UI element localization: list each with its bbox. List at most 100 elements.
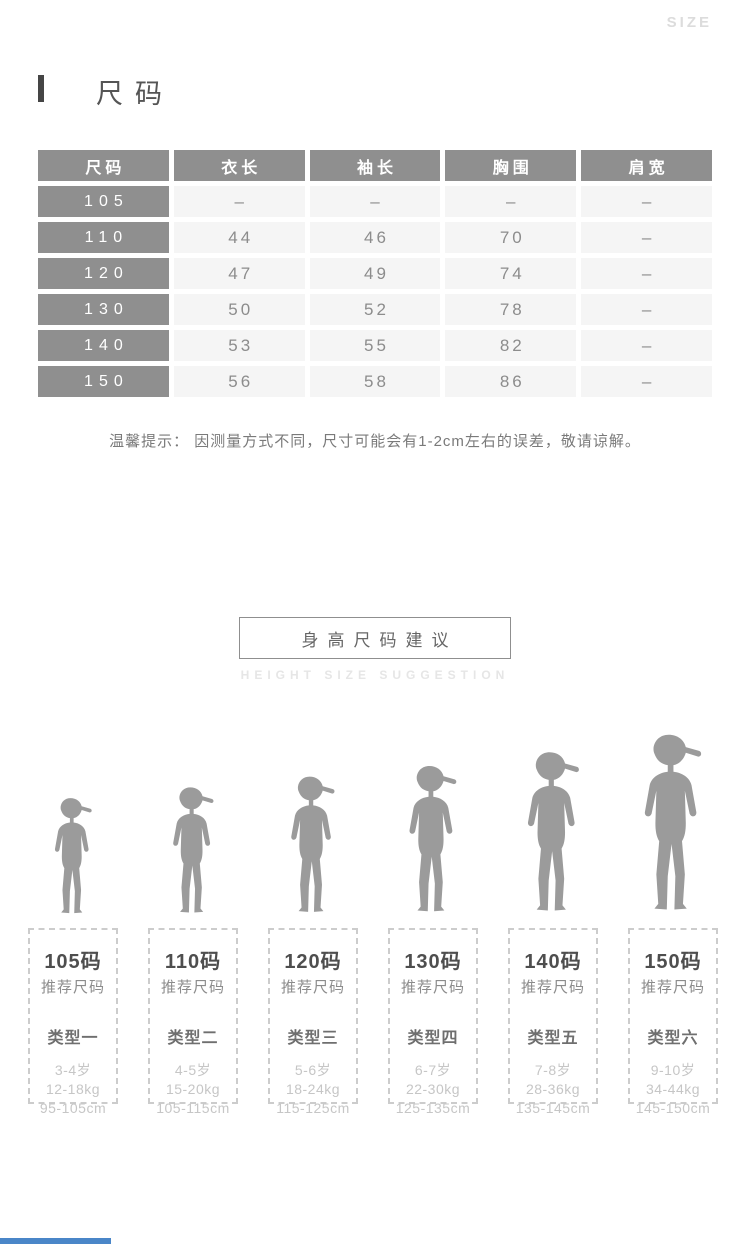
value-cell: –: [445, 186, 577, 217]
value-cell: 82: [445, 330, 577, 361]
value-cell: 74: [445, 258, 577, 289]
value-cell: 58: [309, 366, 441, 397]
value-cell: 55: [309, 330, 441, 361]
rec-sub-label: 推荐尺码: [640, 979, 705, 996]
size-cell: 110: [38, 222, 169, 253]
rec-specs: 3-4岁 12-18kg 95-105cm: [40, 1061, 106, 1118]
rec-specs: 5-6岁 18-24kg 115-125cm: [276, 1061, 350, 1118]
rec-size-label: 130码: [404, 951, 462, 973]
value-cell: –: [581, 258, 712, 289]
rec-weight: 12-18kg: [45, 1081, 101, 1097]
rec-size-label: 120码: [284, 951, 342, 973]
rec-sub-label: 推荐尺码: [160, 979, 225, 996]
rec-sub-label: 推荐尺码: [280, 979, 345, 996]
value-cell: 44: [173, 222, 305, 253]
column-header: 胸围: [445, 150, 577, 181]
value-cell: –: [173, 186, 305, 217]
recommendation-box: 120码 推荐尺码 类型三 5-6岁 18-24kg 115-125cm: [268, 928, 358, 1116]
value-cell: –: [581, 294, 712, 325]
size-watermark-label: SIZE: [666, 14, 712, 31]
recommendation-box: 130码 推荐尺码 类型四 6-7岁 22-30kg 125-135cm: [388, 928, 478, 1116]
recommendation-box: 105码 推荐尺码 类型一 3-4岁 12-18kg 95-105cm: [28, 928, 118, 1116]
rec-age: 9-10岁: [650, 1062, 696, 1078]
rec-height: 115-125cm: [276, 1100, 350, 1116]
table-row: 140 53 55 82 –: [38, 330, 712, 361]
value-cell: 46: [309, 222, 441, 253]
rec-specs: 7-8岁 28-36kg 135-145cm: [516, 1061, 591, 1118]
value-cell: –: [581, 186, 712, 217]
height-size-suggestion-title: 身高尺码建议: [301, 630, 458, 650]
value-cell: 47: [173, 258, 305, 289]
value-cell: 49: [309, 258, 441, 289]
rec-type-label: 类型二: [167, 1030, 219, 1047]
recommendation-box: 110码 推荐尺码 类型二 4-5岁 15-20kg 105-115cm: [148, 928, 238, 1116]
rec-size-label: 105码: [44, 951, 102, 973]
rec-height: 145-150cm: [635, 1100, 711, 1116]
value-cell: –: [581, 330, 712, 361]
table-row: 105 – – – –: [38, 186, 712, 217]
column-header: 尺码: [38, 150, 169, 181]
rec-type-label: 类型四: [407, 1030, 459, 1047]
heading-accent-bar: [38, 75, 44, 102]
value-cell: –: [309, 186, 441, 217]
rec-size-label: 140码: [524, 951, 582, 973]
rec-weight: 28-36kg: [525, 1081, 581, 1097]
rec-sub-label: 推荐尺码: [40, 979, 105, 996]
page-title: 尺码: [96, 79, 174, 109]
value-cell: 53: [173, 330, 305, 361]
rec-age: 7-8岁: [534, 1062, 572, 1078]
column-header: 衣长: [173, 150, 305, 181]
rec-specs: 6-7岁 22-30kg 125-135cm: [396, 1061, 471, 1118]
rec-specs: 4-5岁 15-20kg 105-115cm: [156, 1061, 230, 1118]
value-cell: 56: [173, 366, 305, 397]
recommendation-box: 150码 推荐尺码 类型六 9-10岁 34-44kg 145-150cm: [628, 928, 718, 1116]
size-cell: 105: [38, 186, 169, 217]
rec-weight: 18-24kg: [285, 1081, 341, 1097]
child-silhouette-icon: [510, 748, 596, 920]
rec-weight: 15-20kg: [165, 1081, 221, 1097]
size-cell: 140: [38, 330, 169, 361]
child-silhouette-icon: [42, 795, 104, 920]
rec-height: 95-105cm: [39, 1100, 107, 1116]
rec-age: 5-6岁: [294, 1062, 332, 1078]
rec-height: 125-135cm: [395, 1100, 471, 1116]
rec-sub-label: 推荐尺码: [400, 979, 465, 996]
height-size-suggestion-box: 身高尺码建议: [239, 617, 511, 659]
column-header: 袖长: [309, 150, 441, 181]
rec-age: 3-4岁: [54, 1062, 92, 1078]
rec-type-label: 类型三: [287, 1030, 339, 1047]
value-cell: –: [581, 222, 712, 253]
rec-type-label: 类型一: [47, 1030, 99, 1047]
column-header: 肩宽: [581, 150, 712, 181]
rec-age: 6-7岁: [414, 1062, 452, 1078]
value-cell: 50: [173, 294, 305, 325]
measurement-tip-text: 温馨提示： 因测量方式不同，尺寸可能会有1-2cm左右的误差，敬请谅解。: [109, 433, 641, 450]
rec-age: 4-5岁: [174, 1062, 212, 1078]
value-cell: 86: [445, 366, 577, 397]
table-header-row: 尺码 衣长 袖长 胸围 肩宽: [38, 150, 712, 181]
rec-weight: 34-44kg: [645, 1081, 701, 1097]
height-size-suggestion-subtitle: HEIGHT SIZE SUGGESTION: [240, 668, 510, 682]
rec-type-label: 类型五: [527, 1030, 579, 1047]
recommendation-box: 140码 推荐尺码 类型五 7-8岁 28-36kg 135-145cm: [508, 928, 598, 1116]
size-cell: 130: [38, 294, 169, 325]
size-cell: 150: [38, 366, 169, 397]
table-row: 120 47 49 74 –: [38, 258, 712, 289]
table-row: 150 56 58 86 –: [38, 366, 712, 397]
rec-specs: 9-10岁 34-44kg 145-150cm: [636, 1061, 711, 1118]
value-cell: –: [581, 366, 712, 397]
rec-height: 105-115cm: [156, 1100, 230, 1116]
rec-sub-label: 推荐尺码: [520, 979, 585, 996]
rec-type-label: 类型六: [647, 1030, 699, 1047]
rec-size-label: 110码: [164, 951, 222, 973]
value-cell: 52: [309, 294, 441, 325]
next-section-blue-strip: [0, 1238, 111, 1244]
size-table: 尺码 衣长 袖长 胸围 肩宽 105 – – – – 110 44 46 70 …: [38, 150, 712, 402]
rec-weight: 22-30kg: [405, 1081, 461, 1097]
table-row: 130 50 52 78 –: [38, 294, 712, 325]
value-cell: 70: [445, 222, 577, 253]
rec-height: 135-145cm: [515, 1100, 591, 1116]
child-silhouette-icon: [625, 730, 720, 920]
child-silhouette-icon: [393, 762, 472, 920]
